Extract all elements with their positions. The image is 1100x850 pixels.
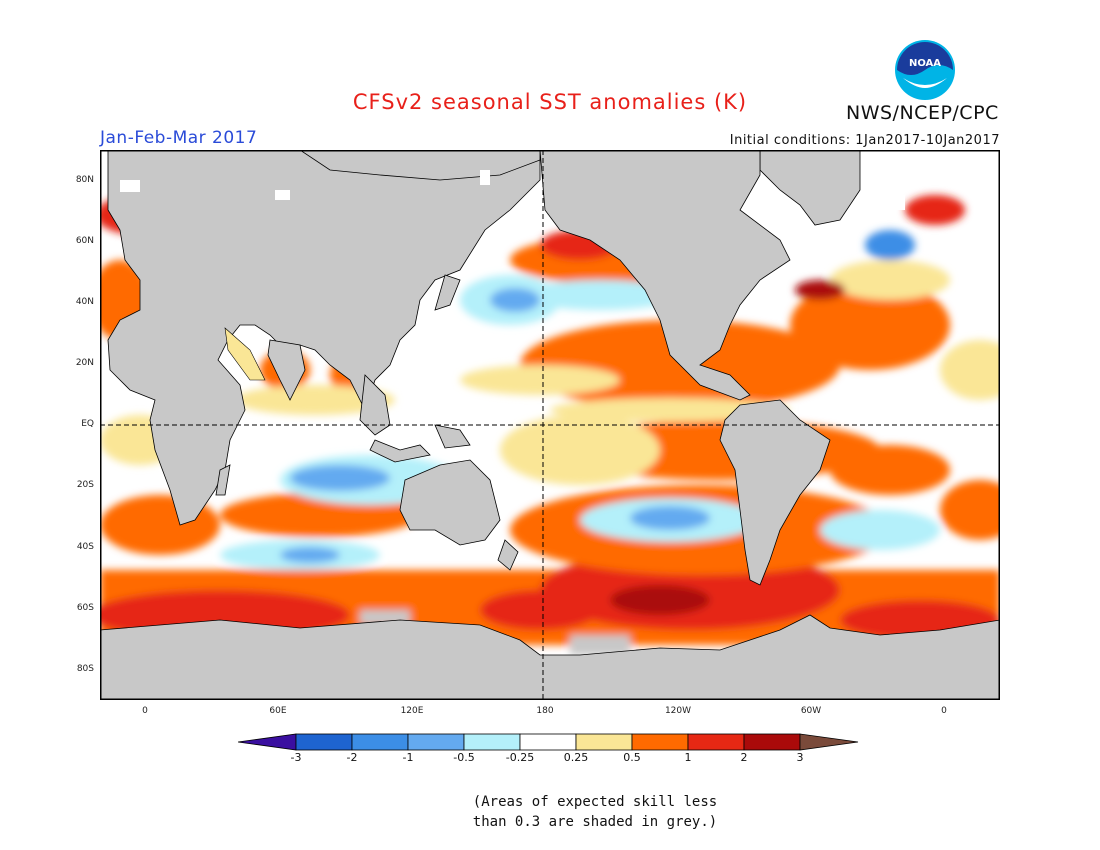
sst-anomaly-map	[100, 150, 1000, 700]
colorbar-segment	[519, 733, 577, 751]
colorbar-segment	[238, 733, 297, 751]
skill-note-line2: than 0.3 are shaded in grey.)	[472, 814, 718, 830]
colorbar-segment	[463, 733, 521, 751]
colorbar-tick: -0.25	[505, 751, 535, 764]
skill-note-line1: (Areas of expected skill less	[472, 794, 718, 810]
lon-label: 120W	[664, 706, 692, 716]
lat-label: 80N	[75, 175, 94, 185]
map-frame	[100, 150, 1000, 700]
lat-label: 80S	[76, 664, 94, 674]
lat-label: 20N	[75, 358, 94, 368]
colorbar-segment	[799, 733, 859, 751]
lat-label: 60S	[76, 603, 94, 613]
lat-label: 40N	[75, 297, 94, 307]
lat-label: 60N	[75, 236, 94, 246]
white-patches	[120, 170, 905, 210]
noaa-logo-icon: NOAA	[895, 40, 955, 100]
season-label: Jan-Feb-Mar 2017	[100, 128, 258, 148]
colorbar-segment	[407, 733, 465, 751]
lat-label: EQ	[81, 419, 94, 429]
colorbar-segment	[687, 733, 745, 751]
colorbar	[238, 733, 859, 751]
lon-label: 120E	[400, 706, 424, 716]
colorbar-segment	[631, 733, 689, 751]
lon-label: 0	[142, 706, 148, 716]
colorbar-tick: -1	[402, 751, 414, 764]
organization-label: NWS/NCEP/CPC	[846, 102, 999, 124]
chart-title: CFSv2 seasonal SST anomalies (K)	[352, 90, 748, 114]
colorbar-segment	[575, 733, 633, 751]
colorbar-tick: -2	[346, 751, 358, 764]
lon-label: 60W	[800, 706, 822, 716]
lat-label: 40S	[76, 542, 94, 552]
colorbar-segment	[295, 733, 353, 751]
colorbar-tick: 0.5	[623, 751, 641, 764]
colorbar-tick: 1	[684, 751, 692, 764]
lon-label: 60E	[269, 706, 287, 716]
colorbar-segment	[351, 733, 409, 751]
colorbar-tick: -0.5	[453, 751, 475, 764]
colorbar-tick: 3	[796, 751, 804, 764]
colorbar-tick: 0.25	[563, 751, 589, 764]
colorbar-tick: -3	[290, 751, 302, 764]
lat-label: 20S	[76, 480, 94, 490]
skill-note: (Areas of expected skill less than 0.3 a…	[440, 792, 750, 832]
lon-label: 0	[941, 706, 947, 716]
initial-conditions-label: Initial conditions: 1Jan2017-10Jan2017	[729, 133, 1000, 148]
logo-text: NOAA	[909, 58, 941, 69]
colorbar-tick: 2	[740, 751, 748, 764]
land-masses	[100, 150, 1000, 700]
colorbar-segment	[743, 733, 801, 751]
lon-label: 180	[536, 706, 554, 716]
